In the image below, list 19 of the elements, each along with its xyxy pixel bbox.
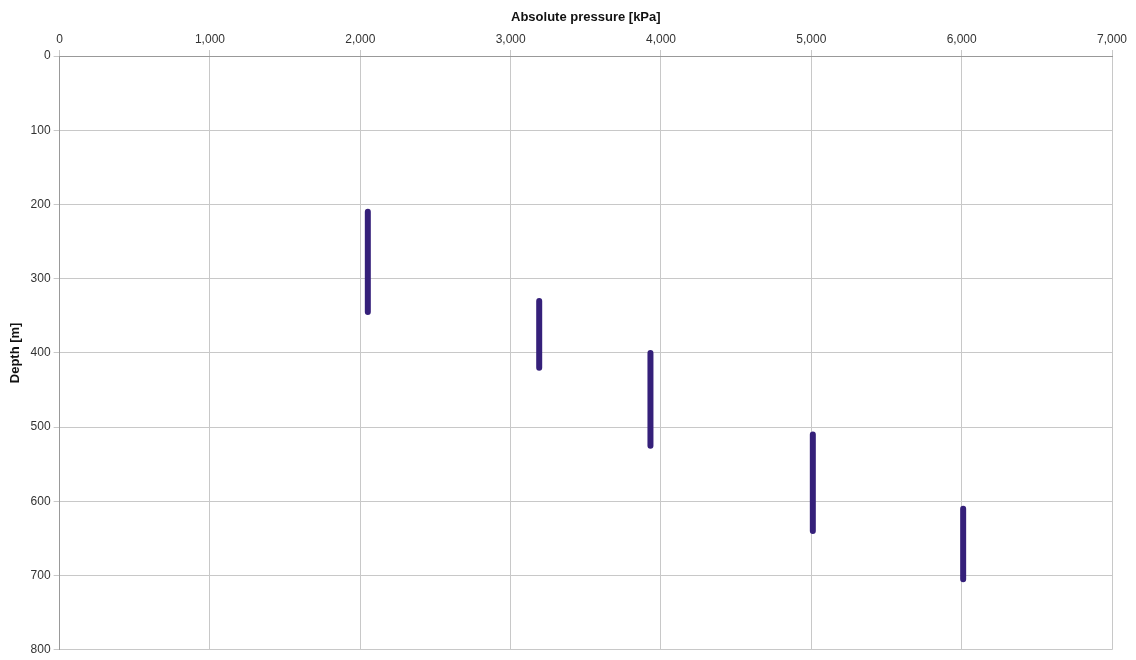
- y-tick-label: 500: [30, 419, 51, 434]
- y-tick-label: 800: [30, 642, 51, 657]
- x-tick-label: 7,000: [1096, 32, 1128, 47]
- y-tick-label: 0: [43, 48, 51, 63]
- x-tick-label: 1,000: [194, 32, 226, 47]
- x-tick-label: 5,000: [796, 32, 827, 47]
- x-tick-label: 4,000: [645, 32, 677, 47]
- x-tick-label: 0: [56, 32, 64, 47]
- y-tick-label: 700: [30, 567, 51, 582]
- y-tick-label: 600: [30, 493, 51, 508]
- x-tick-label: 6,000: [946, 32, 977, 47]
- y-tick-label: 300: [30, 270, 51, 285]
- y-axis-title: Depth [m]: [7, 322, 23, 384]
- x-axis-title: Absolute pressure [kPa]: [511, 9, 661, 25]
- x-tick-label: 3,000: [495, 32, 526, 47]
- x-tick-label: 2,000: [345, 32, 376, 47]
- y-tick-label: 200: [30, 196, 51, 211]
- y-tick-label: 100: [30, 122, 51, 137]
- y-tick-label: 400: [30, 345, 51, 360]
